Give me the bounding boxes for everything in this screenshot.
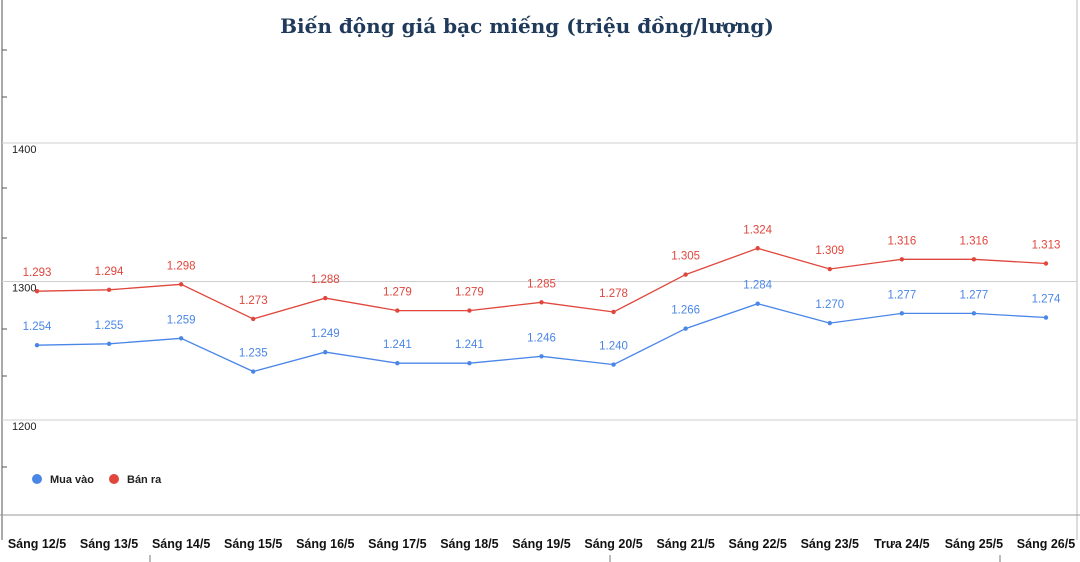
data-point-0-3 xyxy=(251,369,256,374)
data-point-0-6 xyxy=(467,361,472,366)
data-label-0-11: 1.270 xyxy=(815,299,844,311)
grid-lines xyxy=(2,142,1077,421)
data-label-1-11: 1.309 xyxy=(815,245,844,257)
data-point-1-7 xyxy=(539,300,544,305)
data-label-0-8: 1.240 xyxy=(599,341,628,353)
legend-label-1: Bán ra xyxy=(127,474,162,486)
data-label-1-2: 1.298 xyxy=(167,260,196,272)
legend-marker-0 xyxy=(32,474,42,484)
data-point-1-9 xyxy=(683,272,688,277)
data-label-1-14: 1.313 xyxy=(1032,239,1061,251)
series-lines xyxy=(34,246,1049,374)
data-point-0-10 xyxy=(755,301,760,306)
data-label-0-2: 1.259 xyxy=(167,314,196,326)
x-tick-label-12: Trưa 24/5 xyxy=(874,537,930,551)
data-label-1-3: 1.273 xyxy=(239,295,268,307)
x-tick-label-4: Sáng 16/5 xyxy=(296,537,354,551)
data-point-0-0 xyxy=(34,343,40,348)
data-point-0-2 xyxy=(178,336,184,341)
data-labels: 1.254 1.255 1.259 1.235 1.249 1.241 1.241 1.246… xyxy=(23,224,1061,359)
data-label-1-6: 1.279 xyxy=(455,287,484,299)
data-label-0-14: 1.274 xyxy=(1032,294,1061,306)
data-label-1-1: 1.294 xyxy=(95,266,124,278)
data-label-0-10: 1.284 xyxy=(743,280,772,292)
x-tick-label-6: Sáng 18/5 xyxy=(440,537,498,551)
data-label-1-7: 1.285 xyxy=(527,278,556,290)
x-tick-label-10: Sáng 22/5 xyxy=(729,537,787,551)
data-point-1-3 xyxy=(251,316,256,322)
data-point-1-12 xyxy=(899,257,905,262)
data-label-0-6: 1.241 xyxy=(455,339,484,351)
x-tick-label-2: Sáng 14/5 xyxy=(152,537,210,551)
data-label-1-9: 1.305 xyxy=(671,251,700,263)
data-label-1-0: 1.293 xyxy=(23,267,52,279)
data-label-1-8: 1.278 xyxy=(599,288,628,300)
data-label-0-9: 1.266 xyxy=(671,305,700,317)
data-point-1-8 xyxy=(611,309,616,315)
data-point-0-14 xyxy=(1043,315,1049,320)
data-label-1-10: 1.324 xyxy=(743,224,772,236)
x-tick-label-9: Sáng 21/5 xyxy=(656,537,714,551)
data-point-0-12 xyxy=(899,311,905,316)
data-point-1-10 xyxy=(755,246,760,251)
data-label-0-3: 1.235 xyxy=(239,348,268,360)
legend-label-0: Mua vào xyxy=(50,474,94,486)
data-point-0-1 xyxy=(106,341,112,347)
data-point-1-1 xyxy=(106,287,112,293)
data-label-0-4: 1.249 xyxy=(311,328,340,340)
data-point-1-6 xyxy=(467,308,472,313)
data-label-1-4: 1.288 xyxy=(311,274,340,286)
data-label-1-12: 1.316 xyxy=(887,235,916,247)
legend: Mua vào Bán ra xyxy=(32,474,162,486)
data-point-0-5 xyxy=(395,361,400,366)
x-tick-label-7: Sáng 19/5 xyxy=(512,537,570,551)
x-tick-label-1: Sáng 13/5 xyxy=(80,537,138,551)
data-point-1-5 xyxy=(395,308,400,313)
x-axis-ticks: Sáng 12/5 Sáng 13/5 Sáng 14/5 Sáng 15/5 Sáng… xyxy=(8,537,1075,551)
data-point-0-11 xyxy=(827,320,832,326)
chart-title: Biến động giá bạc miếng (triệu đồng/lượn… xyxy=(280,14,774,38)
data-point-0-9 xyxy=(683,326,688,331)
data-point-1-13 xyxy=(971,257,977,262)
x-tick-label-3: Sáng 15/5 xyxy=(224,537,282,551)
data-point-1-4 xyxy=(323,295,328,301)
data-label-1-5: 1.279 xyxy=(383,287,412,299)
x-tick-label-14: Sáng 26/5 xyxy=(1017,537,1075,551)
data-label-0-5: 1.241 xyxy=(383,339,412,351)
x-tick-label-11: Sáng 23/5 xyxy=(801,537,859,551)
x-tick-label-5: Sáng 17/5 xyxy=(368,537,426,551)
data-label-0-12: 1.277 xyxy=(887,289,916,301)
data-label-0-13: 1.277 xyxy=(960,289,989,301)
y-axis-ticks: 1200 1300 1400 xyxy=(12,144,36,433)
legend-marker-1 xyxy=(109,474,119,484)
data-label-0-1: 1.255 xyxy=(95,320,124,332)
data-point-1-11 xyxy=(827,266,832,272)
data-point-0-13 xyxy=(971,311,977,316)
x-tick-label-13: Sáng 25/5 xyxy=(945,537,1003,551)
data-point-0-7 xyxy=(539,354,544,359)
x-tick-label-0: Sáng 12/5 xyxy=(8,537,66,551)
data-label-1-13: 1.316 xyxy=(960,235,989,247)
data-point-1-14 xyxy=(1043,261,1049,266)
data-label-0-7: 1.246 xyxy=(527,332,556,344)
data-point-0-8 xyxy=(611,362,616,367)
y-tick-label-1200: 1200 xyxy=(12,421,36,433)
x-tick-label-8: Sáng 20/5 xyxy=(584,537,642,551)
data-point-0-4 xyxy=(323,349,328,355)
data-point-1-2 xyxy=(178,282,184,287)
y-tick-label-1400: 1400 xyxy=(12,144,36,156)
y-tick-label-1300: 1300 xyxy=(12,283,36,295)
data-point-1-0 xyxy=(34,288,40,294)
data-label-0-0: 1.254 xyxy=(23,321,52,333)
